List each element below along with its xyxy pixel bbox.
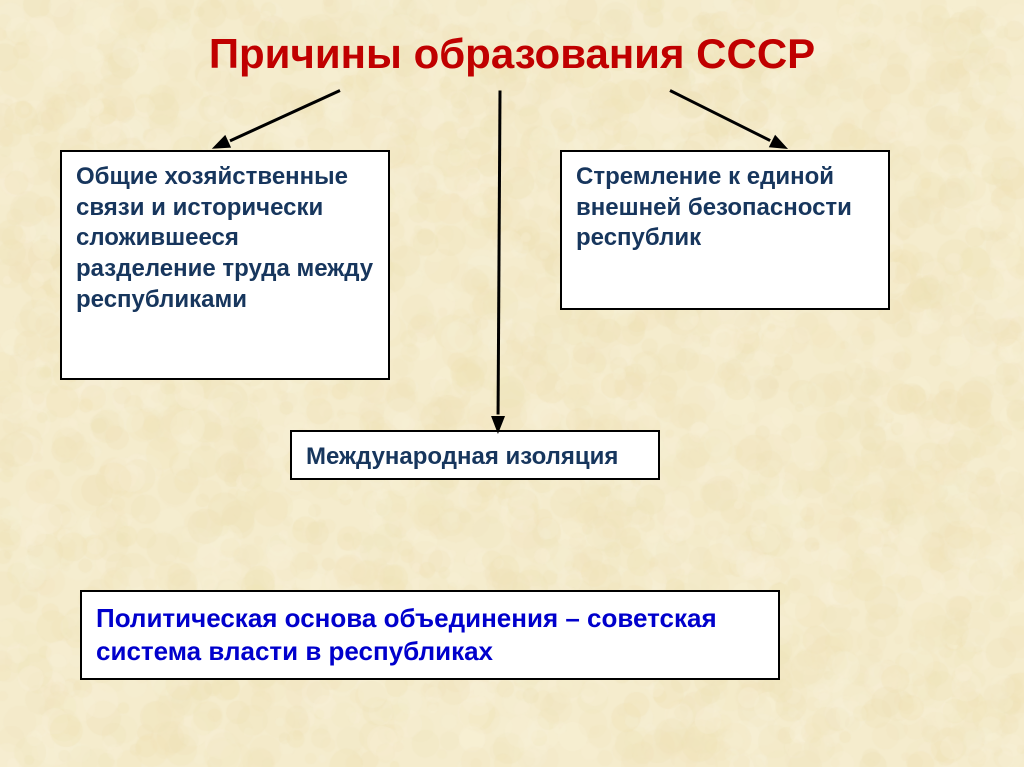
slide-root: Причины образования СССР Общие хозяйстве…	[0, 0, 1024, 767]
arrow-head-icon	[491, 416, 505, 434]
reason-box-economic-ties: Общие хозяйственные связи и исторически …	[60, 150, 390, 380]
reason-box-external-security: Стремление к единой внешней безопасности…	[560, 150, 890, 310]
reason-box-international-isolation: Международная изоляция	[290, 430, 660, 480]
slide-title: Причины образования СССР	[0, 30, 1024, 78]
political-basis-box: Политическая основа объединения – советс…	[80, 590, 780, 680]
